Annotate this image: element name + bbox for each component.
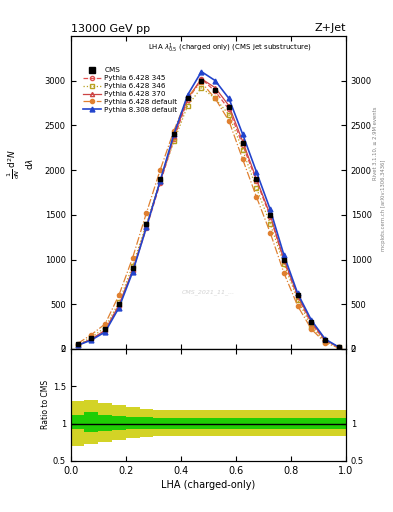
X-axis label: LHA (charged-only): LHA (charged-only) [161,480,255,490]
Text: LHA $\lambda^{1}_{0.5}$ (charged only) (CMS jet substructure): LHA $\lambda^{1}_{0.5}$ (charged only) (… [148,42,312,55]
Text: CMS_2021_11_...: CMS_2021_11_... [182,290,235,295]
Text: Z+Jet: Z+Jet [314,23,346,33]
Text: $\frac{1}{\mathrm{d}N}\,\mathrm{d}^2N$: $\frac{1}{\mathrm{d}N}\,\mathrm{d}^2N$ [6,149,22,179]
Y-axis label: Ratio to CMS: Ratio to CMS [41,380,50,430]
Text: Rivet 3.1.10, ≥ 2.9M events: Rivet 3.1.10, ≥ 2.9M events [373,106,378,180]
Text: $\mathrm{d}\lambda$: $\mathrm{d}\lambda$ [24,158,35,170]
Text: 13000 GeV pp: 13000 GeV pp [71,24,150,34]
Text: mcplots.cern.ch [arXiv:1306.3436]: mcplots.cern.ch [arXiv:1306.3436] [381,159,386,250]
Legend: CMS, Pythia 6.428 345, Pythia 6.428 346, Pythia 6.428 370, Pythia 6.428 default,: CMS, Pythia 6.428 345, Pythia 6.428 346,… [80,65,180,116]
